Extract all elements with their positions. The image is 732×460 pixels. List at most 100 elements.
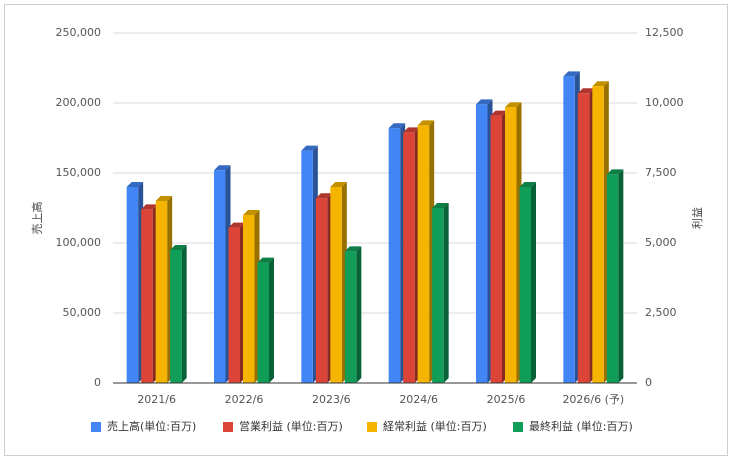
bar-top xyxy=(577,88,595,94)
bar-front xyxy=(257,262,269,383)
bar-2023/6-最終利益 (単位:百万) xyxy=(344,246,362,383)
bar-top xyxy=(519,182,536,187)
bar-top xyxy=(243,210,260,215)
bar-2021/6-経常利益 (単位:百万) xyxy=(155,196,173,383)
bar-2026/6 (予)-経常利益 (単位:百万) xyxy=(592,81,609,383)
bar-2026/6 (予)-営業利益 (単位:百万) xyxy=(577,88,595,383)
y-left-tick-label: 150,000 xyxy=(56,166,102,179)
y-left-tick-label: 100,000 xyxy=(56,236,102,249)
bar-front xyxy=(315,198,328,383)
legend-label: 営業利益 (単位:百万) xyxy=(239,419,343,433)
bar-side xyxy=(181,245,187,383)
y-left-tick-label: 0 xyxy=(94,376,101,389)
legend-swatch xyxy=(367,422,377,432)
bar-front xyxy=(344,251,357,383)
gridlines xyxy=(113,32,637,314)
bar-front xyxy=(577,93,590,383)
y-right-tick-label: 0 xyxy=(645,376,652,389)
bar-front xyxy=(563,76,575,384)
bar-top xyxy=(505,102,522,108)
y-right-tick-label: 7,500 xyxy=(645,166,677,179)
bar-front xyxy=(141,209,153,383)
x-tick-label: 2022/6 xyxy=(225,393,264,406)
bar-2024/6-売上高(単位:百万) xyxy=(388,123,406,383)
x-tick-label: 2021/6 xyxy=(137,393,176,406)
y-right-ticks: 0 2,500 5,000 7,500 10,000 12,500 xyxy=(645,26,684,389)
y-right-tick-label: 12,500 xyxy=(645,26,684,39)
legend-swatch xyxy=(513,422,523,432)
bar-top xyxy=(170,245,187,250)
legend-label: 経常利益 (単位:百万) xyxy=(383,419,487,433)
bar-2024/6-最終利益 (単位:百万) xyxy=(432,203,449,383)
bar-2023/6-経常利益 (単位:百万) xyxy=(330,182,347,383)
legend-item[interactable]: 売上高(単位:百万) xyxy=(91,419,196,433)
bar-top xyxy=(476,99,493,105)
bar-top xyxy=(141,204,158,210)
bar-top xyxy=(592,81,609,87)
bar-2022/6-経常利益 (単位:百万) xyxy=(243,210,260,383)
y-right-axis-title: 利益 xyxy=(690,207,704,229)
bar-front xyxy=(403,132,415,383)
y-left-tick-label: 250,000 xyxy=(56,26,102,39)
bar-top xyxy=(126,182,144,187)
y-right-tick-label: 5,000 xyxy=(645,236,677,249)
bar-top xyxy=(403,127,420,133)
x-tick-label: 2025/6 xyxy=(487,393,526,406)
bar-front xyxy=(505,107,517,383)
bar-side xyxy=(356,246,362,383)
bar-top xyxy=(563,71,580,77)
legend-label: 売上高(単位:百万) xyxy=(107,419,196,433)
bar-2021/6-売上高(単位:百万) xyxy=(126,182,144,383)
chart-svg: 0 50,000 100,000 150,000 200,000 250,000 0 2,5… xyxy=(30,26,704,433)
bar-top xyxy=(257,257,274,263)
bar-side xyxy=(443,203,449,383)
bar-top xyxy=(330,182,347,187)
bar-top xyxy=(228,222,245,228)
bar-top xyxy=(606,169,624,175)
bar-2022/6-売上高(単位:百万) xyxy=(214,165,231,383)
y-left-ticks: 0 50,000 100,000 150,000 200,000 250,000 xyxy=(56,26,102,389)
bar-side xyxy=(531,182,536,383)
y-left-axis-title: 売上高 xyxy=(30,202,44,235)
bar-front xyxy=(228,227,240,383)
bar-side xyxy=(269,257,274,383)
bar-top xyxy=(417,120,435,126)
bar-front xyxy=(476,104,488,384)
x-tick-label: 2023/6 xyxy=(312,393,351,406)
bar-front xyxy=(606,174,619,383)
bar-front xyxy=(214,170,226,383)
bar-front xyxy=(388,128,401,383)
bar-front xyxy=(490,115,502,383)
bar-front xyxy=(170,250,182,383)
bar-2022/6-営業利益 (単位:百万) xyxy=(228,222,245,383)
legend[interactable]: 売上高(単位:百万) 営業利益 (単位:百万) 経常利益 (単位:百万) 最終利益 (… xyxy=(91,419,633,433)
bar-2025/6-最終利益 (単位:百万) xyxy=(519,182,536,383)
bar-2023/6-営業利益 (単位:百万) xyxy=(315,193,333,383)
legend-item[interactable]: 経常利益 (単位:百万) xyxy=(367,419,487,433)
bar-top xyxy=(388,123,406,129)
legend-swatch xyxy=(223,422,233,432)
x-tick-label: 2026/6 (予) xyxy=(562,393,624,406)
bar-front xyxy=(592,86,604,383)
bar-2022/6-最終利益 (単位:百万) xyxy=(257,257,274,383)
bar-front xyxy=(417,125,430,384)
bar-top xyxy=(344,246,362,252)
x-tick-label: 2024/6 xyxy=(399,393,438,406)
y-right-tick-label: 10,000 xyxy=(645,96,684,109)
bar-front xyxy=(155,201,168,383)
y-left-tick-label: 50,000 xyxy=(63,306,102,319)
bar-top xyxy=(432,203,449,208)
legend-item[interactable]: 最終利益 (単位:百万) xyxy=(513,419,633,433)
bar-2026/6 (予)-売上高(単位:百万) xyxy=(563,71,580,384)
bar-front xyxy=(519,187,531,383)
bar-front xyxy=(243,215,255,383)
bar-front xyxy=(330,187,342,383)
bars xyxy=(126,71,624,384)
bar-2025/6-経常利益 (単位:百万) xyxy=(505,102,522,383)
legend-item[interactable]: 営業利益 (単位:百万) xyxy=(223,419,343,433)
bar-2024/6-経常利益 (単位:百万) xyxy=(417,120,435,384)
bar-top xyxy=(315,193,333,199)
bar-2024/6-営業利益 (単位:百万) xyxy=(403,127,420,384)
bar-2025/6-営業利益 (単位:百万) xyxy=(490,110,507,383)
bar-front xyxy=(301,150,313,383)
